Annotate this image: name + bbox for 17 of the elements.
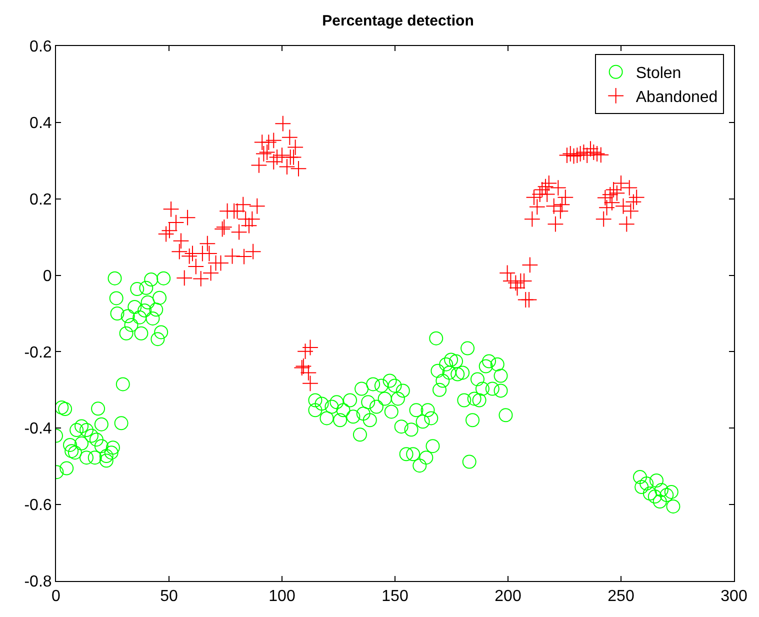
x-tick-label: 50 <box>160 588 178 606</box>
x-tick-label: 200 <box>494 588 522 606</box>
y-tick-label: -0.2 <box>24 344 52 362</box>
x-tick-label: 150 <box>382 588 408 606</box>
chart-title: Percentage detection <box>322 12 474 30</box>
x-tick-label: 100 <box>268 588 296 606</box>
y-tick-label: -0.4 <box>24 420 52 438</box>
y-tick-label: -0.6 <box>24 497 52 514</box>
y-tick-label: 0.2 <box>30 191 52 208</box>
legend-label: Abandoned <box>636 88 718 106</box>
x-tick-label: 300 <box>720 588 748 606</box>
y-tick-label: -0.8 <box>24 574 52 591</box>
y-tick-label: 0 <box>42 268 52 285</box>
x-tick-label: 250 <box>608 588 634 606</box>
y-tick-label: 0.4 <box>30 115 52 132</box>
y-tick-label: 0.6 <box>30 38 52 56</box>
legend-label: Stolen <box>636 65 682 82</box>
